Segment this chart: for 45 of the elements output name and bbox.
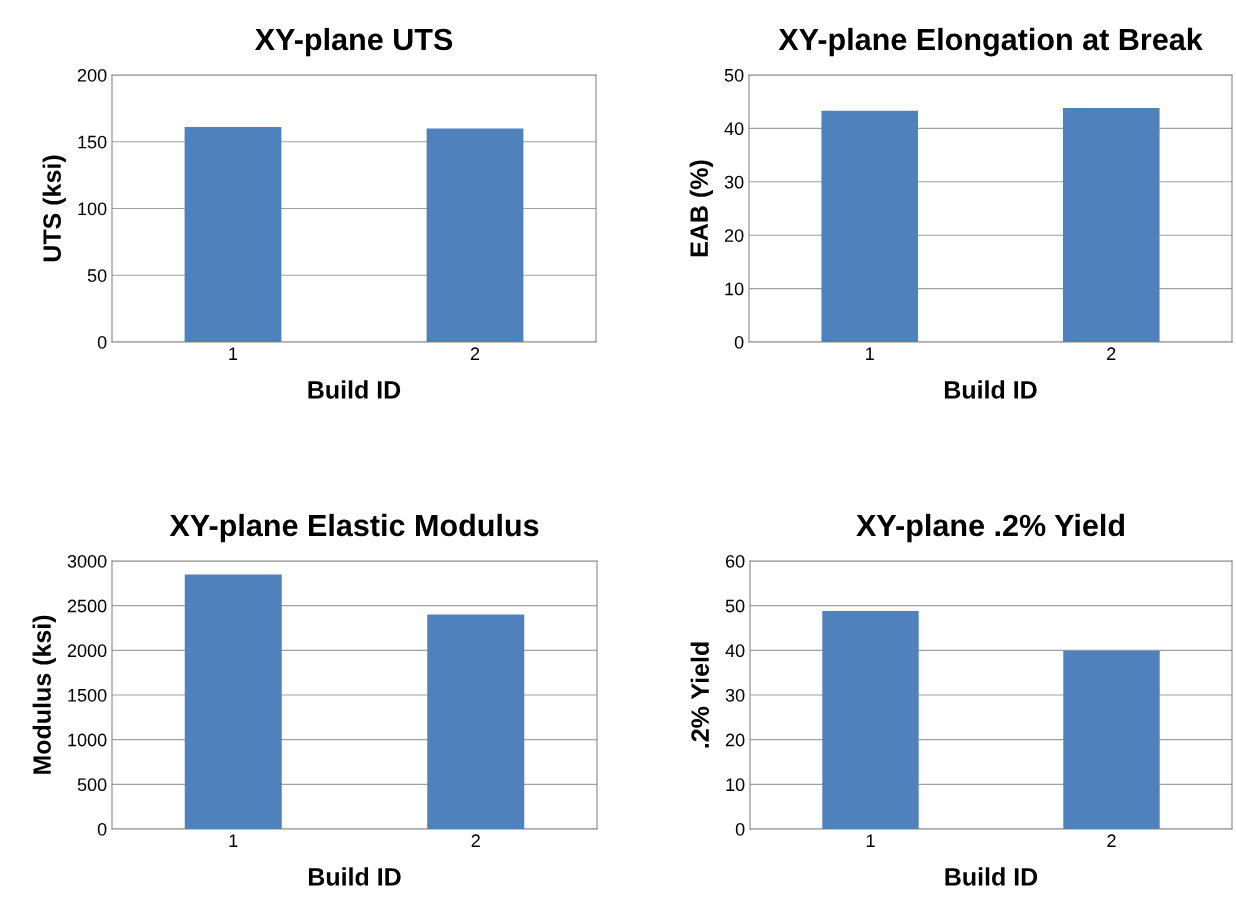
y-axis-title: Modulus (ksi) [32,615,56,774]
x-tick-label: 1 [866,347,874,360]
y-tick-label: 1000 [68,733,107,747]
x-tick-label: 1 [229,834,238,847]
y-tick-label: 20 [725,733,745,747]
y-tick-label: 0 [97,822,107,836]
y-tick-label: 10 [726,778,745,792]
x-tick-label: 1 [866,834,875,847]
y-tick-label: 150 [78,135,107,149]
y-axis-title: .2% Yield [690,642,710,748]
chart-title: XY-plane .2% Yield [856,513,1125,543]
y-tick-label: 0 [734,335,744,349]
y-tick-label: 30 [725,688,745,702]
y-tick-label: 0 [97,335,107,349]
chart-title: XY-plane Elongation at Break [778,27,1203,57]
chart-title: XY-plane Elastic Modulus [169,513,539,543]
x-tick-label: 2 [1107,834,1116,847]
y-tick-label: 30 [724,175,744,189]
y-tick-label: 40 [724,122,744,136]
x-axis-title: Build ID [945,867,1038,886]
y-tick-label: 1500 [68,688,107,702]
y-tick-label: 2500 [67,599,107,613]
x-tick-label: 1 [229,347,238,360]
x-axis-title: Build ID [308,380,401,399]
chart-title: XY-plane UTS [254,27,453,57]
y-tick-label: 50 [724,68,744,82]
y-tick-label: 40 [725,644,745,658]
y-tick-label: 100 [78,202,107,216]
y-tick-label: 0 [735,822,745,836]
x-tick-label: 2 [1107,347,1116,360]
y-tick-label: 50 [87,269,107,282]
y-tick-label: 3000 [67,554,107,568]
y-tick-label: 500 [77,778,107,792]
y-tick-label: 20 [724,229,744,242]
y-tick-label: 2000 [67,644,107,658]
y-tick-label: 10 [725,282,744,296]
y-tick-label: 50 [725,599,745,613]
x-axis-title: Build ID [308,867,401,886]
y-axis-title: UTS (ksi) [42,155,66,262]
x-axis-title: Build ID [944,380,1037,399]
y-axis-title: EAB (%) [689,160,713,257]
y-tick-label: 200 [77,68,107,82]
y-tick-label: 60 [725,554,745,568]
x-tick-label: 2 [471,834,480,847]
x-tick-label: 2 [470,347,480,360]
